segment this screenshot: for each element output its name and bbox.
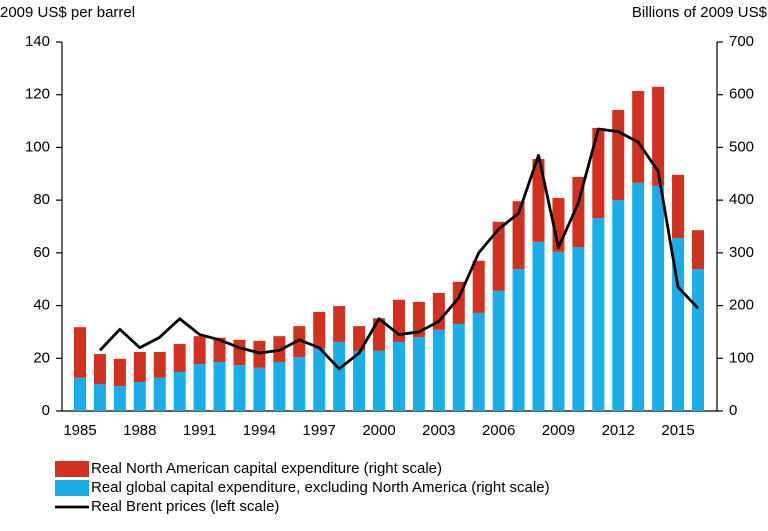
bar xyxy=(213,337,226,362)
x-tick-label: 1997 xyxy=(303,422,336,439)
bar xyxy=(293,357,306,411)
bar xyxy=(592,127,605,219)
y-axis-label: 2009 US$ per barrel xyxy=(0,4,135,21)
y-tick-label: 120 xyxy=(25,86,50,103)
x-tick-label: 1985 xyxy=(63,422,96,439)
bar xyxy=(472,312,485,411)
y-tick-label: 60 xyxy=(33,244,50,261)
bar xyxy=(432,292,445,330)
bar xyxy=(412,301,425,338)
bar xyxy=(313,311,326,349)
legend-swatch xyxy=(55,461,89,477)
bar xyxy=(313,348,326,411)
bar xyxy=(133,351,146,383)
bar xyxy=(353,326,366,351)
bar xyxy=(273,361,286,411)
line xyxy=(98,127,700,371)
bar xyxy=(233,339,246,366)
y2-tick-label: 0 xyxy=(729,402,737,419)
bar xyxy=(113,358,126,387)
bar xyxy=(452,324,465,411)
bar xyxy=(153,377,166,411)
bar xyxy=(392,341,405,411)
bar xyxy=(672,238,685,411)
bar xyxy=(293,326,306,358)
y2-tick-label: 100 xyxy=(729,349,754,366)
y-tick-label: 0 xyxy=(42,402,50,419)
bar xyxy=(632,91,645,183)
bar xyxy=(672,174,685,239)
y-tick-label: 20 xyxy=(33,349,50,366)
bar xyxy=(432,329,445,411)
bar xyxy=(492,290,505,411)
bar xyxy=(612,200,625,411)
bar xyxy=(652,185,665,411)
bar xyxy=(173,344,186,372)
legend-label: Real global capital expenditure, excludi… xyxy=(91,479,550,496)
y2-tick-label: 400 xyxy=(729,191,754,208)
bar xyxy=(552,251,565,411)
bar xyxy=(592,218,605,411)
y-tick-label: 80 xyxy=(33,191,50,208)
y2-tick-label: 500 xyxy=(729,138,754,155)
bar xyxy=(253,367,266,411)
bar xyxy=(572,247,585,411)
bar xyxy=(233,365,246,411)
bar xyxy=(353,350,366,411)
bar xyxy=(472,260,485,313)
bar xyxy=(612,110,625,201)
y-tick-label: 100 xyxy=(25,138,50,155)
bar xyxy=(113,386,126,411)
x-tick-label: 2015 xyxy=(661,422,694,439)
bar xyxy=(333,341,346,411)
legend-label: Real North American capital expenditure … xyxy=(91,460,442,477)
bar xyxy=(373,350,386,411)
x-tick-label: 2012 xyxy=(602,422,635,439)
bar xyxy=(93,384,106,411)
bar xyxy=(692,269,704,411)
x-tick-label: 2003 xyxy=(422,422,455,439)
bar xyxy=(193,336,206,365)
y2-tick-label: 200 xyxy=(729,297,754,314)
y2-tick-label: 300 xyxy=(729,244,754,261)
y-tick-label: 40 xyxy=(33,297,50,314)
x-tick-label: 1988 xyxy=(123,422,156,439)
bar xyxy=(333,306,346,342)
bar xyxy=(692,230,704,270)
bar xyxy=(532,241,545,411)
bar xyxy=(532,159,545,242)
bar xyxy=(74,327,86,378)
bar xyxy=(193,364,206,411)
bar xyxy=(412,337,425,411)
legend-label: Real Brent prices (left scale) xyxy=(91,498,279,515)
y2-tick-label: 700 xyxy=(729,33,754,50)
bar xyxy=(153,351,166,378)
x-tick-label: 1991 xyxy=(183,422,216,439)
bar xyxy=(213,361,226,411)
bar xyxy=(512,201,525,270)
x-tick-label: 2006 xyxy=(482,422,515,439)
bar xyxy=(492,221,505,291)
bar xyxy=(173,371,186,411)
y2-axis-label: Billions of 2009 US$ xyxy=(632,4,768,21)
bar xyxy=(512,269,525,411)
bar xyxy=(652,86,665,186)
bar xyxy=(632,182,645,411)
bar xyxy=(93,354,106,385)
x-tick-label: 2000 xyxy=(362,422,395,439)
bar xyxy=(133,382,146,411)
x-tick-label: 1994 xyxy=(243,422,276,439)
y2-tick-label: 600 xyxy=(729,86,754,103)
legend-swatch xyxy=(55,480,89,496)
y-tick-label: 140 xyxy=(25,33,50,50)
bar xyxy=(74,377,86,411)
x-tick-label: 2009 xyxy=(542,422,575,439)
